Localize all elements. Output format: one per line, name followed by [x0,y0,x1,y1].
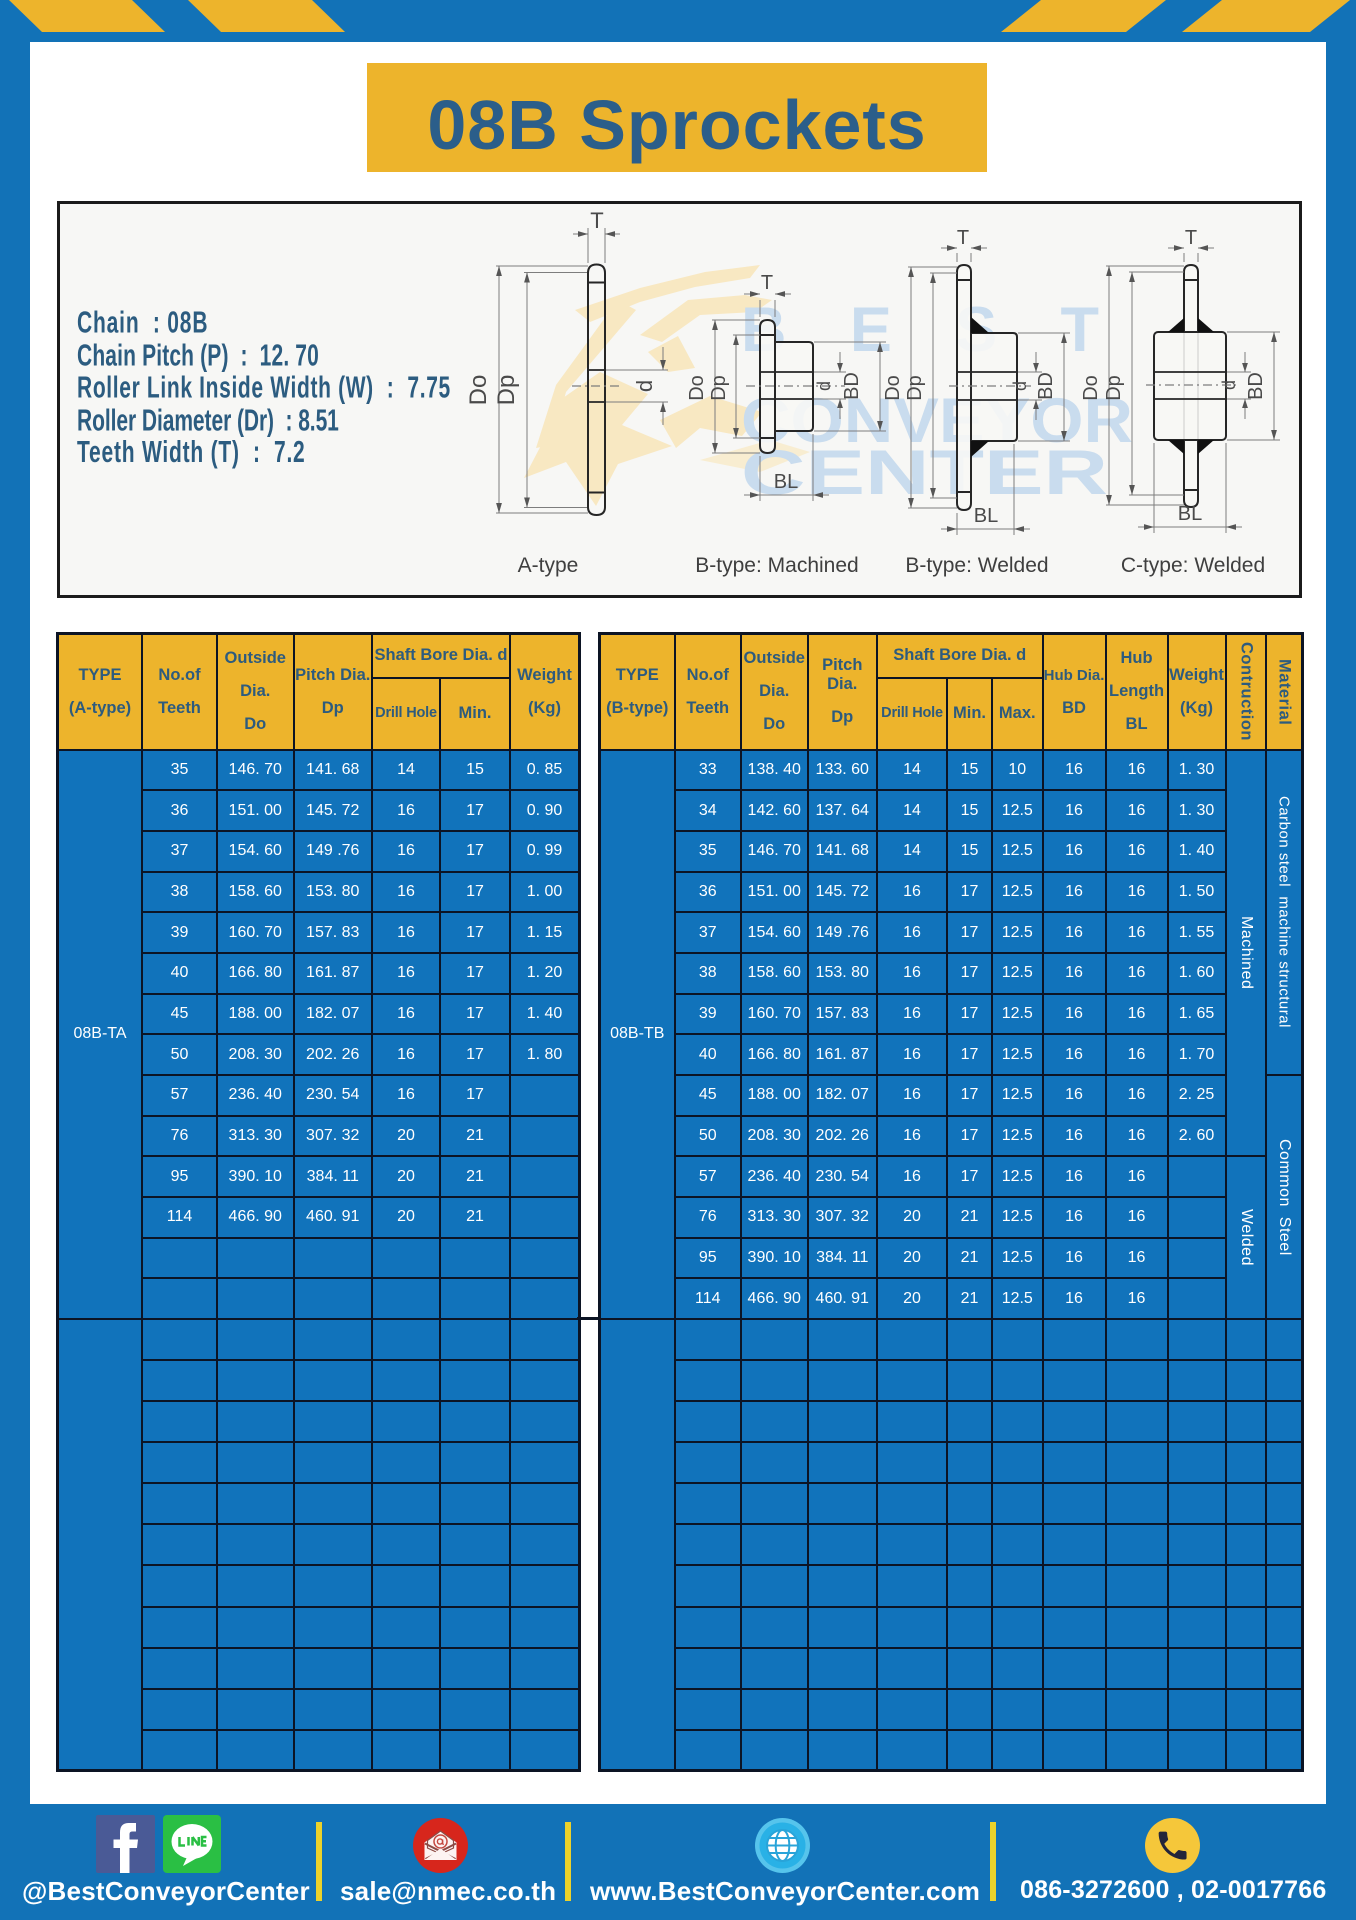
svg-text:T: T [957,227,969,249]
svg-text:Do: Do [1080,375,1102,401]
svg-text:Dp: Dp [493,375,520,406]
svg-text:C-type: Welded: C-type: Welded [1121,554,1265,577]
svg-text:BL: BL [774,471,798,493]
svg-text:BL: BL [1178,503,1202,525]
svg-text:T: T [761,272,773,294]
svg-text:Dp: Dp [904,375,926,401]
svg-text:BD: BD [1035,372,1057,400]
svg-text:B-type: Machined: B-type: Machined [695,554,858,577]
svg-text:Do: Do [686,375,708,401]
svg-text:d: d [1010,381,1030,391]
svg-text:CENTER: CENTER [741,438,1108,508]
svg-text:BD: BD [841,372,863,400]
svg-text:T: T [590,208,603,233]
svg-text:Dp: Dp [708,375,730,401]
svg-text:B-type: Welded: B-type: Welded [905,554,1048,577]
svg-text:d: d [814,381,834,391]
svg-text:BD: BD [1245,372,1267,400]
svg-text:Dp: Dp [1103,375,1125,401]
svg-text:Do: Do [465,375,492,406]
svg-text:Do: Do [882,375,904,401]
svg-text:A-type: A-type [518,554,579,577]
svg-text:BL: BL [974,505,998,527]
svg-text:T: T [1185,227,1197,249]
svg-text:d: d [1219,380,1239,390]
svg-text:d: d [632,380,657,392]
